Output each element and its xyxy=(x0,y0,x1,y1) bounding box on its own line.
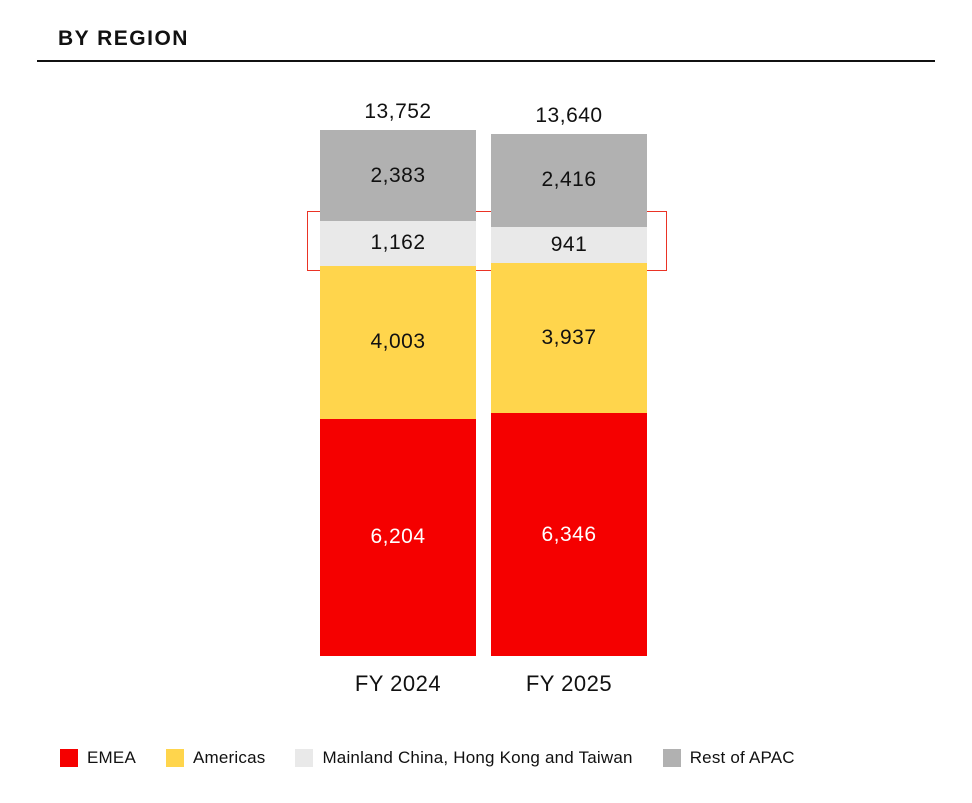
segment-value-label: 2,416 xyxy=(541,168,597,192)
bar-segment: 4,003 xyxy=(320,265,476,419)
legend-item: Mainland China, Hong Kong and Taiwan xyxy=(295,748,633,768)
bar-segment: 2,383 xyxy=(320,130,476,222)
legend-item: EMEA xyxy=(60,748,136,768)
bar-segment: 3,937 xyxy=(491,262,647,414)
segment-value-label: 941 xyxy=(550,232,588,256)
legend-label: EMEA xyxy=(87,748,136,767)
bar-segment: 1,162 xyxy=(320,221,476,266)
category-label: FY 2024 xyxy=(354,671,442,696)
bar-segment: 941 xyxy=(491,226,647,263)
bar-segment: 6,204 xyxy=(320,418,476,656)
page-title: BY REGION xyxy=(58,27,189,50)
legend-item: Americas xyxy=(165,748,266,768)
segment-value-label: 1,162 xyxy=(370,231,426,255)
segment-value-label: 2,383 xyxy=(370,163,426,187)
bar-segment: 2,416 xyxy=(491,134,647,227)
legend-label: Rest of APAC xyxy=(689,748,795,767)
segment-value-label: 4,003 xyxy=(370,330,426,354)
title-underline xyxy=(37,60,935,62)
category-label: FY 2025 xyxy=(525,671,613,696)
legend-swatch-icon xyxy=(295,749,314,767)
legend-swatch-icon xyxy=(662,749,681,767)
bar-segment: 6,346 xyxy=(491,413,647,656)
legend-label: Americas xyxy=(192,748,266,767)
legend-swatch-icon xyxy=(60,749,78,767)
legend: EMEA Americas Mainland China, Hong Kong an… xyxy=(60,744,795,772)
segment-value-label: 6,346 xyxy=(541,522,597,546)
legend-label: Mainland China, Hong Kong and Taiwan xyxy=(322,748,633,767)
bar-total-label: 13,640 xyxy=(535,104,603,128)
segment-value-label: 6,204 xyxy=(370,525,426,549)
legend-item: Rest of APAC xyxy=(662,748,795,768)
segment-value-label: 3,937 xyxy=(541,325,597,349)
bar-total-label: 13,752 xyxy=(364,100,432,123)
legend-swatch-icon xyxy=(165,749,184,767)
